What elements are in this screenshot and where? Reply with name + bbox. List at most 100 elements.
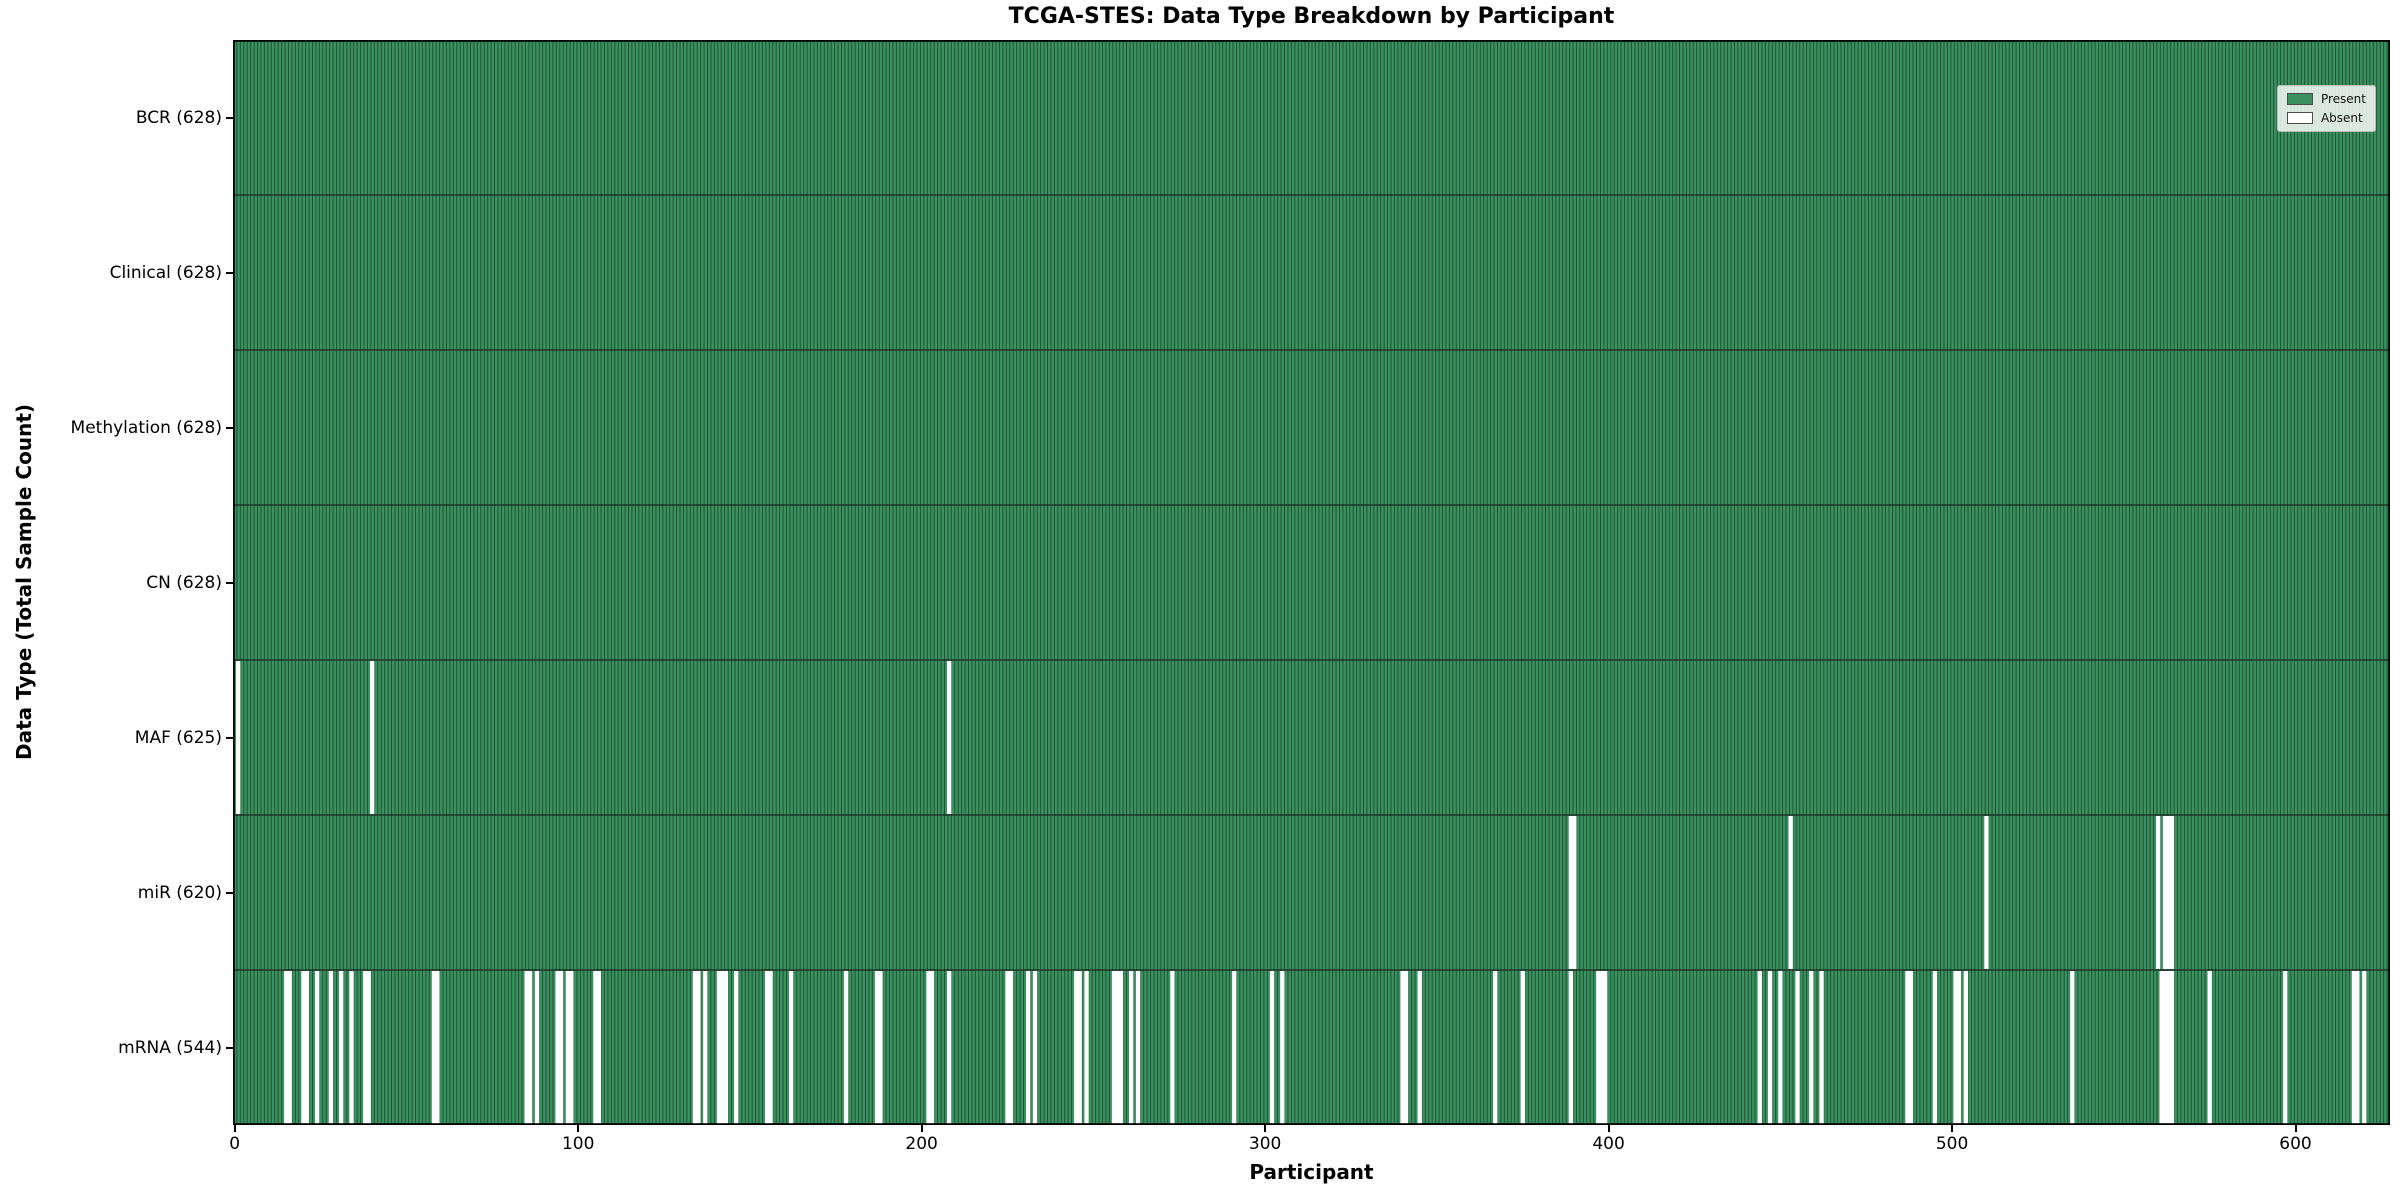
absent-stripe — [696, 971, 701, 1124]
heatmap-svg — [233, 40, 2390, 1125]
absent-stripe — [1520, 971, 1525, 1124]
xtick-label-400: 400 — [1592, 1134, 1625, 1154]
absent-stripe — [596, 971, 602, 1124]
absent-stripe — [720, 971, 725, 1124]
absent-stripe — [1417, 971, 1422, 1124]
xtick-mark — [920, 1125, 923, 1132]
absent-stripe — [1403, 971, 1409, 1124]
xtick-mark — [1607, 1125, 1610, 1132]
absent-stripe — [764, 971, 770, 1124]
absent-stripe — [2162, 816, 2168, 969]
absent-stripe — [2169, 971, 2175, 1124]
absent-stripe — [874, 971, 880, 1124]
absent-stripe — [1005, 971, 1010, 1124]
absent-stripe — [947, 661, 952, 814]
absent-stripe — [1232, 971, 1237, 1124]
xtick-label-300: 300 — [1248, 1134, 1282, 1154]
absent-stripe — [1280, 971, 1285, 1124]
absent-stripe — [1118, 971, 1124, 1124]
ytick-mark — [226, 581, 233, 584]
xtick-mark — [1951, 1125, 1954, 1132]
absent-stripe — [1767, 971, 1773, 1124]
absent-stripe — [2351, 971, 2357, 1124]
absent-stripe — [593, 971, 598, 1124]
ytick-label-maf: MAF (625) — [134, 727, 222, 748]
xtick-label-200: 200 — [905, 1134, 938, 1154]
absent-stripe — [1269, 971, 1275, 1124]
xtick-label-600: 600 — [2279, 1134, 2312, 1154]
absent-stripe — [1599, 971, 1604, 1124]
absent-stripe — [1809, 971, 1814, 1124]
ytick-mark — [226, 271, 233, 274]
absent-stripe — [1932, 971, 1938, 1124]
absent-stripe — [1493, 971, 1498, 1124]
ytick-mark — [226, 116, 233, 119]
xtick-label-100: 100 — [561, 1134, 595, 1154]
absent-stripe — [287, 971, 292, 1124]
absent-stripe — [301, 971, 306, 1124]
legend-item-present: Present — [2286, 92, 2366, 106]
absent-stripe — [435, 971, 440, 1124]
absent-stripe — [2070, 971, 2075, 1124]
absent-stripe — [1170, 971, 1175, 1124]
absent-stripe — [1953, 971, 1958, 1124]
absent-stripe — [878, 971, 883, 1124]
absent-stripe — [565, 971, 571, 1124]
xtick-label-0: 0 — [229, 1134, 241, 1154]
ytick-mark — [226, 1046, 233, 1049]
absent-stripe — [692, 971, 698, 1124]
y-axis-label: Data Type (Total Sample Count) — [12, 403, 36, 761]
absent-stripe — [1984, 816, 1989, 969]
absent-stripe — [1135, 971, 1141, 1124]
x-axis-label: Participant — [1249, 1160, 1374, 1184]
absent-swatch-icon — [2286, 112, 2313, 124]
absent-stripe — [1084, 971, 1089, 1124]
absent-stripe — [1795, 971, 1800, 1124]
absent-stripe — [703, 971, 708, 1124]
absent-stripe — [2355, 971, 2360, 1124]
absent-stripe — [2166, 971, 2171, 1124]
absent-stripe — [1111, 971, 1117, 1124]
absent-stripe — [2166, 816, 2171, 969]
absent-stripe — [555, 971, 560, 1124]
absent-stripe — [534, 971, 540, 1124]
ytick-label-methylation: Methylation (628) — [70, 417, 222, 438]
absent-stripe — [1963, 971, 1969, 1124]
absent-stripe — [1596, 971, 1601, 1124]
legend-absent-label: Absent — [2320, 111, 2363, 125]
absent-stripe — [1757, 971, 1762, 1124]
legend-present-label: Present — [2320, 92, 2366, 106]
absent-stripe — [789, 971, 794, 1124]
absent-stripe — [1400, 971, 1405, 1124]
absent-stripe — [1026, 971, 1031, 1124]
absent-stripe — [431, 971, 437, 1124]
absent-stripe — [2162, 971, 2168, 1124]
absent-stripe — [1819, 971, 1824, 1124]
ytick-label-bcr: BCR (628) — [135, 107, 222, 128]
ytick-mark — [226, 426, 233, 429]
absent-stripe — [369, 661, 375, 814]
absent-stripe — [2362, 971, 2367, 1124]
absent-stripe — [1008, 971, 1014, 1124]
absent-stripe — [304, 971, 310, 1124]
xtick-mark — [233, 1125, 236, 1132]
absent-stripe — [926, 971, 931, 1124]
absent-stripe — [1568, 971, 1574, 1124]
ytick-mark — [226, 891, 233, 894]
absent-stripe — [929, 971, 935, 1124]
absent-stripe — [1905, 971, 1910, 1124]
absent-stripe — [1908, 971, 1914, 1124]
absent-stripe — [236, 661, 241, 814]
ytick-label-cn: CN (628) — [146, 572, 222, 593]
absent-stripe — [716, 971, 722, 1124]
legend: Present Absent — [2276, 85, 2376, 132]
absent-stripe — [366, 971, 371, 1124]
absent-stripe — [1129, 971, 1134, 1124]
chart-title: TCGA-STES: Data Type Breakdown by Partic… — [1008, 4, 1615, 29]
absent-stripe — [1572, 816, 1577, 969]
legend-item-absent: Absent — [2286, 111, 2366, 125]
absent-stripe — [363, 971, 368, 1124]
absent-stripe — [558, 971, 564, 1124]
absent-stripe — [328, 971, 334, 1124]
absent-stripe — [1956, 971, 1962, 1124]
